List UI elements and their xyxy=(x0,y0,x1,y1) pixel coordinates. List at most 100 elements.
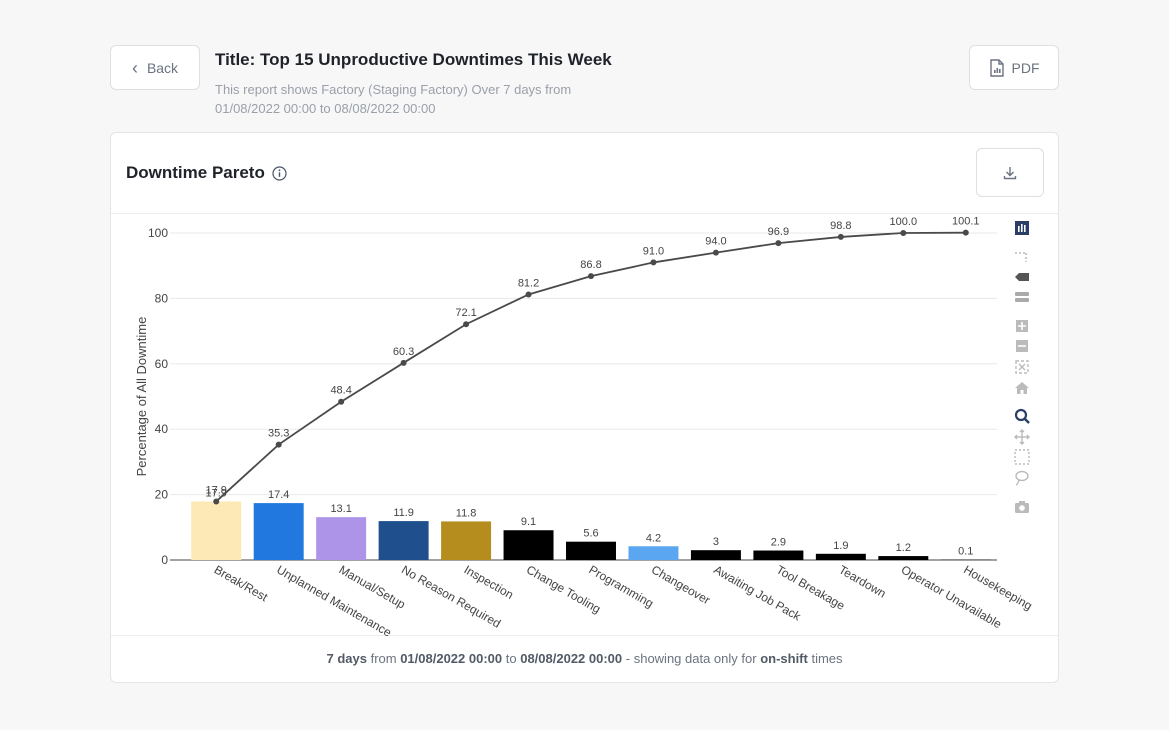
y-axis-label: Percentage of All Downtime xyxy=(134,317,149,477)
bar xyxy=(253,503,304,560)
cumulative-label: 98.8 xyxy=(830,220,851,232)
cumulative-point xyxy=(775,240,782,247)
cumulative-label: 100.1 xyxy=(952,216,980,228)
page-title: Title: Top 15 Unproductive Downtimes Thi… xyxy=(215,50,612,69)
x-tick-label: Operator Unavailable xyxy=(899,562,1004,631)
footer-onshift: on-shift xyxy=(760,651,808,666)
zoom-out-minus-icon[interactable] xyxy=(1016,340,1028,352)
y-tick-label: 100 xyxy=(148,226,168,240)
lasso-icon[interactable] xyxy=(1015,470,1029,486)
bar xyxy=(378,521,429,560)
back-button[interactable]: ‹ Back xyxy=(110,45,200,90)
pdf-label: PDF xyxy=(1011,59,1040,76)
cumulative-label: 35.3 xyxy=(268,428,289,440)
cumulative-line xyxy=(215,231,966,503)
pdf-button[interactable]: PDF xyxy=(969,45,1059,90)
bar-value-label: 1.2 xyxy=(896,542,911,554)
bar-value-label: 13.1 xyxy=(330,503,351,515)
footer-days: 7 days xyxy=(326,651,367,666)
card-divider-top xyxy=(111,213,1058,214)
bar-value-label: 0.1 xyxy=(958,546,973,558)
card-header: Downtime Pareto xyxy=(126,163,287,183)
x-tick-label: Teardown xyxy=(836,562,888,600)
cumulative-label: 86.8 xyxy=(580,259,601,271)
bar-value-label: 4.2 xyxy=(646,532,661,544)
camera-icon[interactable] xyxy=(1015,501,1029,513)
y-tick-label: 40 xyxy=(155,422,169,436)
cumulative-point xyxy=(275,441,282,448)
footer-to-word: to xyxy=(502,651,521,666)
cumulative-label: 48.4 xyxy=(330,385,351,397)
footer-start-date: 01/08/2022 00:00 xyxy=(400,651,503,666)
bar-value-label: 11.8 xyxy=(456,507,477,519)
dotted-lines-icon[interactable] xyxy=(1015,252,1027,262)
bar xyxy=(753,550,804,560)
stack-icon[interactable] xyxy=(1015,292,1029,302)
cumulative-point xyxy=(588,273,594,280)
cumulative-point xyxy=(525,291,532,298)
card-title: Downtime Pareto xyxy=(126,163,265,182)
pareto-card: Downtime Pareto 7 days from 01/08/2022 0… xyxy=(110,132,1059,683)
cumulative-label: 91.0 xyxy=(643,245,664,257)
bar xyxy=(566,541,616,560)
bar xyxy=(815,553,866,560)
back-label: Back xyxy=(146,59,179,76)
bar-value-label: 2.9 xyxy=(771,537,786,549)
bar xyxy=(690,550,741,560)
bar xyxy=(503,530,554,560)
cumulative-point xyxy=(650,259,657,266)
footer-showing-text: - showing data only for xyxy=(622,651,761,666)
bar-chart-icon[interactable] xyxy=(1015,221,1029,235)
info-icon[interactable] xyxy=(272,165,287,181)
page-subtitle: This report shows Factory (Staging Facto… xyxy=(215,82,572,116)
bar xyxy=(191,501,242,560)
cumulative-label: 94.0 xyxy=(705,236,726,248)
zoom-magnifier-icon[interactable] xyxy=(1014,408,1030,424)
footer-end-date: 08/08/2022 00:00 xyxy=(520,651,623,666)
download-button[interactable] xyxy=(976,148,1044,197)
bar-value-label: 9.1 xyxy=(521,516,536,528)
bar-value-label: 5.6 xyxy=(583,528,598,540)
pan-icon[interactable] xyxy=(1014,429,1030,445)
cumulative-point xyxy=(837,233,844,240)
cumulative-point xyxy=(962,229,969,236)
y-tick-label: 0 xyxy=(161,553,168,567)
cumulative-point xyxy=(463,321,470,328)
chevron-left-icon: ‹ xyxy=(131,57,138,78)
cumulative-label: 96.9 xyxy=(768,226,789,238)
tag-icon[interactable] xyxy=(1015,273,1029,281)
box-select-icon[interactable] xyxy=(1014,449,1030,465)
download-icon xyxy=(1003,166,1017,179)
x-tick-label: Unplanned Maintenance xyxy=(274,562,394,639)
bar xyxy=(441,521,492,560)
bar-value-label: 3 xyxy=(713,536,719,548)
bar xyxy=(878,556,929,560)
pdf-file-icon xyxy=(989,58,1004,77)
cumulative-label: 60.3 xyxy=(393,346,414,358)
bar-value-label: 17.4 xyxy=(268,489,289,501)
x-tick-label: Break/Rest xyxy=(212,562,271,604)
x-tick-label: Changeover xyxy=(649,562,713,607)
cumulative-point xyxy=(400,359,407,366)
bar-value-label: 1.9 xyxy=(833,540,848,552)
bar-value-label: 11.9 xyxy=(393,507,414,519)
cumulative-label: 100.0 xyxy=(890,216,918,228)
autoscale-icon[interactable] xyxy=(1015,360,1029,374)
footer-times: times xyxy=(807,651,843,666)
cumulative-label: 81.2 xyxy=(518,277,539,289)
zoom-in-plus-icon[interactable] xyxy=(1016,320,1028,332)
footer-from-word: from xyxy=(366,651,401,666)
date-range-footer: 7 days from 01/08/2022 00:00 to 08/08/20… xyxy=(111,651,1058,666)
bar xyxy=(316,517,367,560)
cumulative-point xyxy=(712,249,719,256)
bar xyxy=(628,546,679,560)
card-divider-bottom xyxy=(111,635,1058,636)
cumulative-label: 72.1 xyxy=(455,307,476,319)
x-tick-label: Inspection xyxy=(462,562,516,601)
cumulative-point xyxy=(213,498,220,505)
y-tick-label: 80 xyxy=(155,291,169,305)
home-icon[interactable] xyxy=(1015,382,1029,394)
cumulative-label: 17.9 xyxy=(206,484,227,496)
y-tick-label: 60 xyxy=(155,357,169,371)
